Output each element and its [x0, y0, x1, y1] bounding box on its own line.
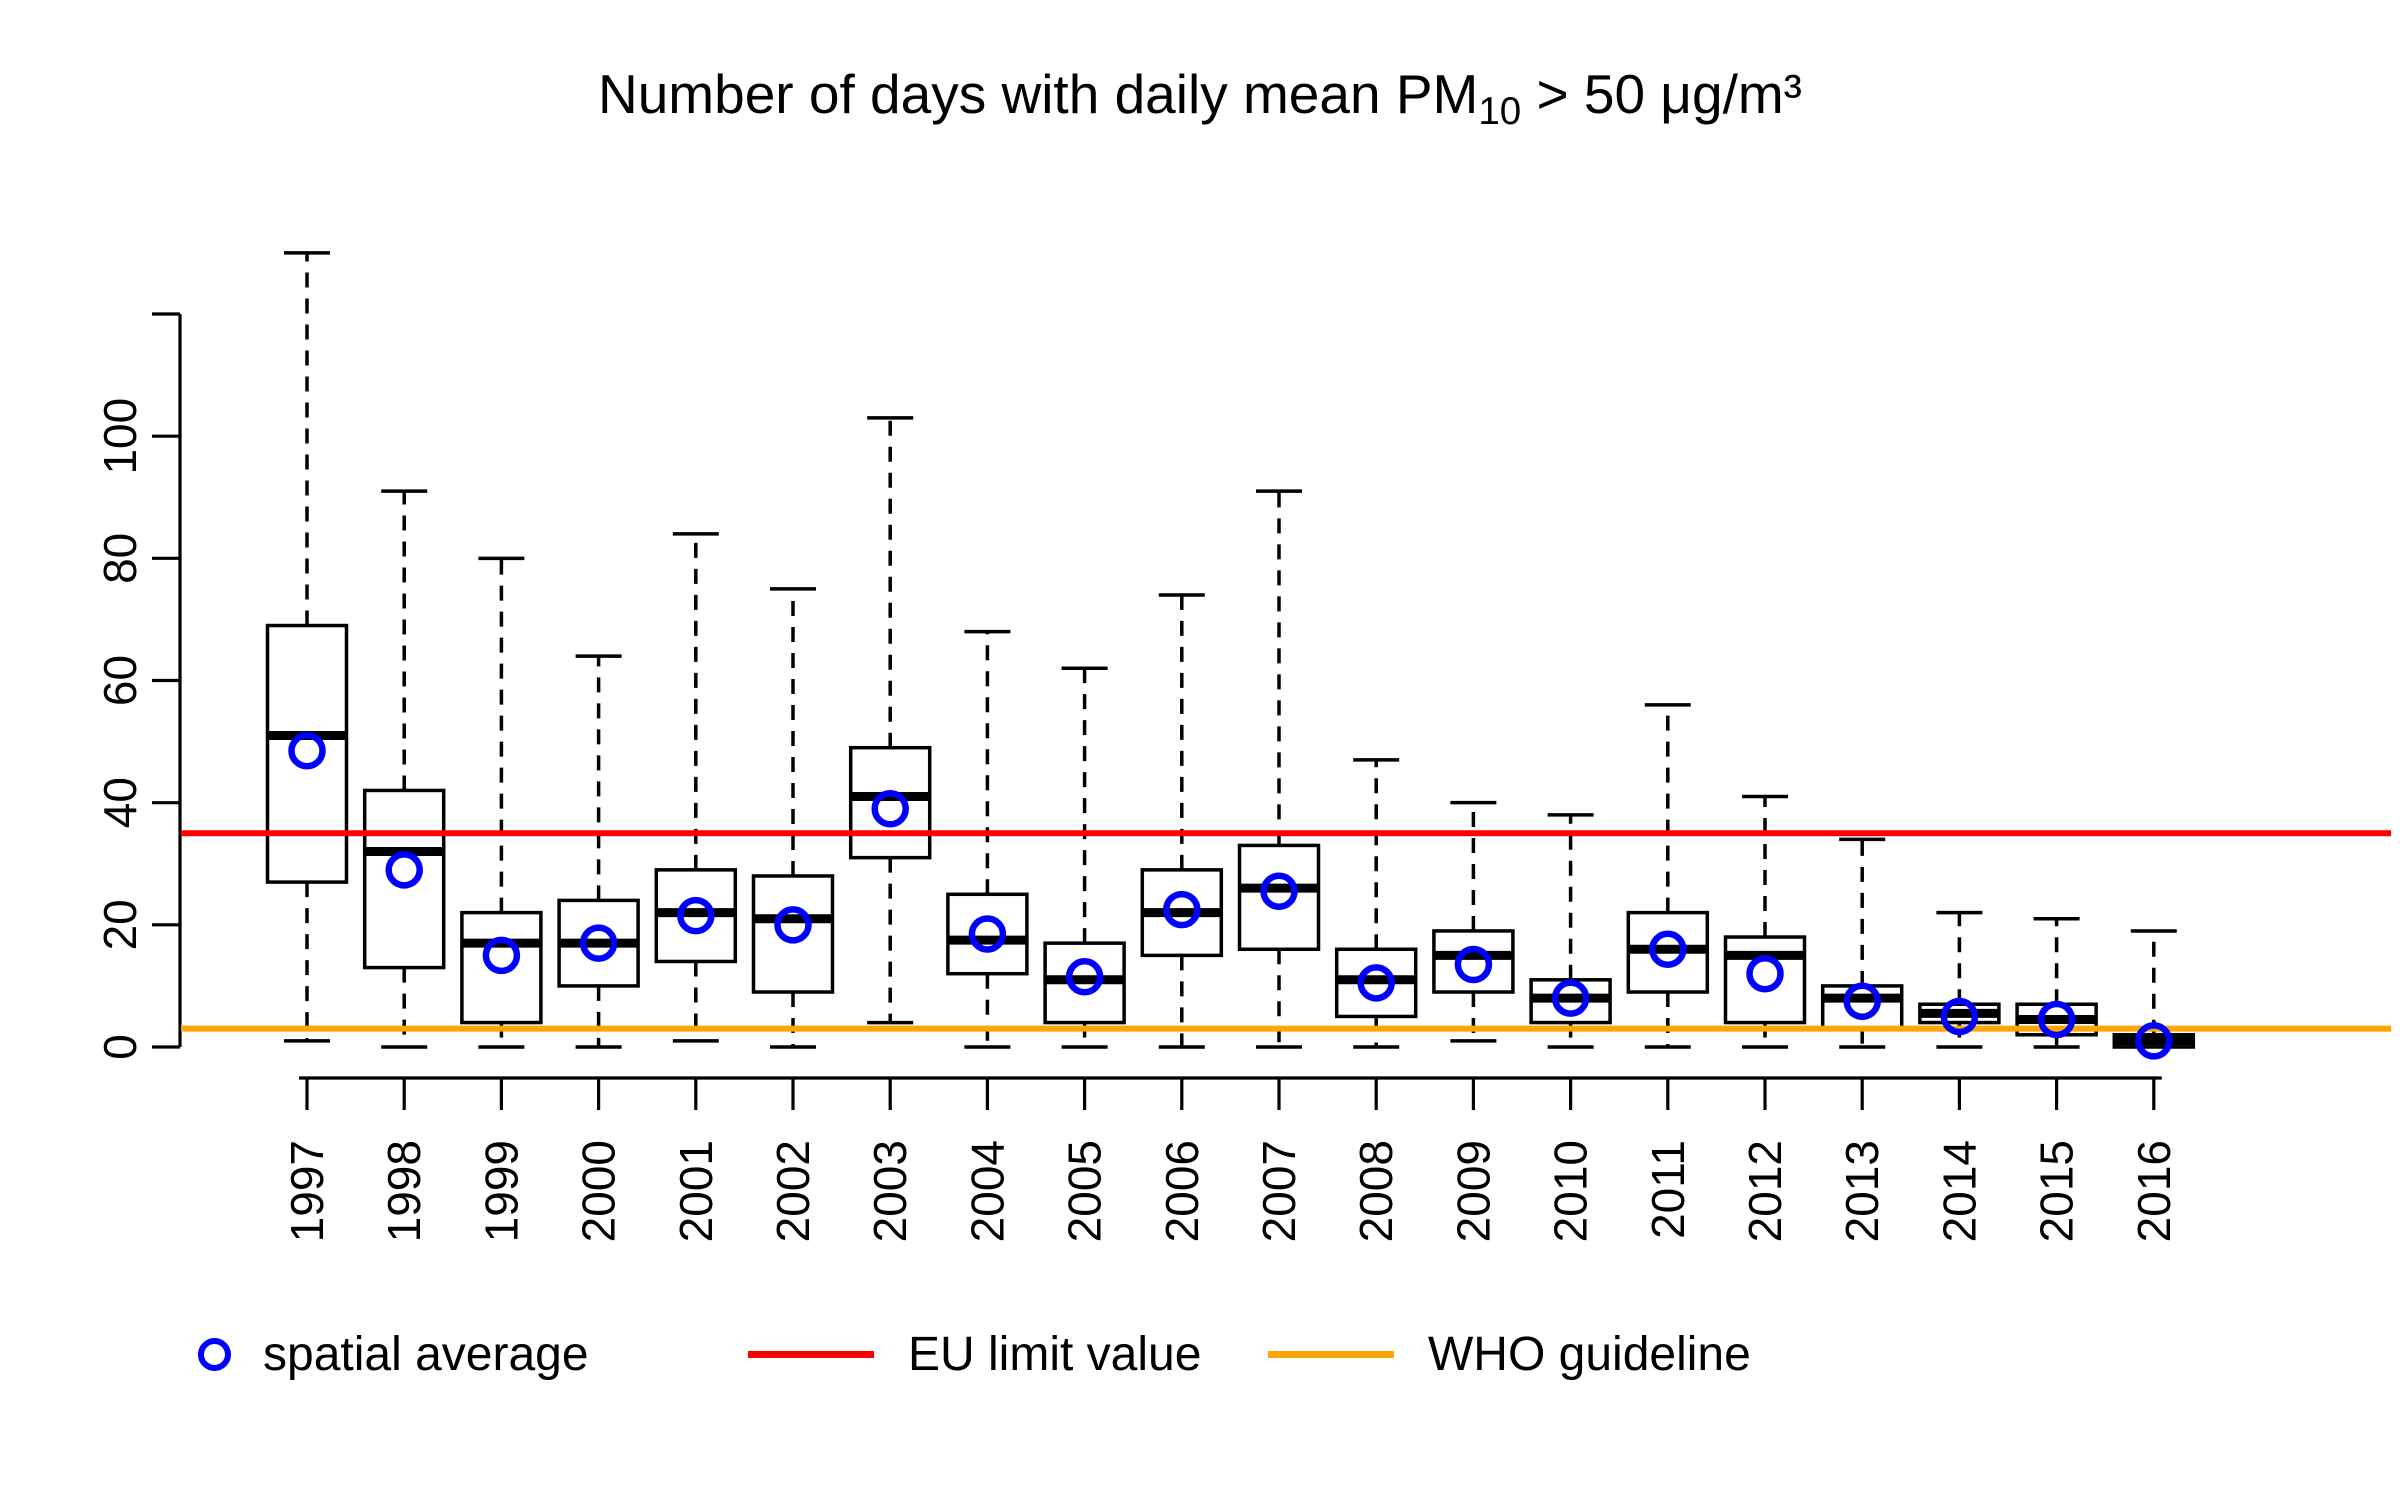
mean-point-2000 [579, 924, 618, 962]
iqr-box [362, 788, 446, 970]
boxplot-2011 [1626, 703, 1710, 1049]
x-axis-tick-label: 2003 [864, 1140, 916, 1242]
x-axis-tick-label: 2014 [1933, 1140, 1985, 1242]
boxplot-1998 [362, 489, 446, 1049]
mean-point-2013 [1843, 982, 1881, 1020]
iqr-box [751, 874, 835, 994]
mean-point-2009 [1454, 945, 1493, 984]
y-axis-tick-label: 100 [94, 398, 146, 475]
mean-point-2007 [1260, 872, 1298, 910]
boxplot-2002 [751, 587, 835, 1049]
legend-item-spatial-average: spatial average [198, 1322, 589, 1386]
x-axis-tick-label: 2010 [1545, 1140, 1597, 1242]
mean-point-2016 [2135, 1022, 2173, 1060]
who-guideline-line-icon [1268, 1350, 1394, 1358]
mean-point-1999 [482, 936, 521, 975]
iqr-box [265, 623, 349, 884]
iqr-box [1820, 984, 1904, 1031]
mean-point-2012 [1746, 954, 1784, 993]
y-axis-tick-label: 0 [94, 1034, 146, 1060]
y-axis-tick-label: 20 [94, 899, 146, 950]
iqr-box [1723, 935, 1807, 1025]
mean-point-2006 [1163, 890, 1201, 929]
mean-point-1997 [288, 731, 326, 770]
x-axis-tick-label: 2000 [573, 1140, 625, 1242]
x-axis-tick-label: 2005 [1059, 1140, 1111, 1242]
chart-title-prefix: Number of days with daily mean PM [597, 63, 1479, 125]
x-axis-tick-label: 2016 [2128, 1140, 2180, 1242]
chart-title: Number of days with daily mean PM10 > 50… [0, 62, 2400, 134]
boxplot-2008 [1334, 758, 1418, 1049]
x-axis-tick-label: 2006 [1156, 1140, 1208, 1242]
x-axis-tick-label: 2015 [2031, 1140, 2083, 1242]
mean-point-1998 [385, 851, 423, 889]
x-axis-tick-label: 2002 [767, 1140, 819, 1242]
boxplot-2013 [1820, 837, 1904, 1049]
boxplot-2000 [557, 654, 640, 1049]
mean-point-2010 [1551, 979, 1590, 1017]
boxplot-2003 [848, 416, 932, 1025]
x-axis-tick-label: 2012 [1739, 1140, 1791, 1242]
legend-item-who-guideline: WHO guideline [1268, 1322, 1751, 1386]
x-axis-tick-label: 1997 [281, 1140, 333, 1242]
chart-title-subscript: 10 [1478, 89, 1522, 133]
mean-point-2002 [774, 906, 812, 944]
boxplot-2006 [1140, 593, 1224, 1049]
x-axis-tick-label: 2009 [1447, 1140, 1499, 1242]
mean-point-2008 [1357, 964, 1395, 1002]
spatial-average-circle-icon [198, 1337, 231, 1371]
mean-point-2001 [677, 896, 715, 935]
chart-title-suffix: > 50 μg/m³ [1521, 63, 1802, 125]
mean-point-2015 [2037, 1000, 2076, 1039]
x-axis-tick-label: 2008 [1350, 1140, 1402, 1242]
x-axis-tick-label: 1999 [475, 1140, 527, 1242]
legend-label-spatial-average: spatial average [263, 1327, 589, 1381]
iqr-box [848, 745, 932, 860]
mean-point-2004 [968, 915, 1007, 953]
iqr-box [460, 910, 543, 1025]
mean-point-2011 [1649, 930, 1687, 969]
x-axis-tick-label: 2007 [1253, 1140, 1305, 1242]
boxplot-2001 [654, 532, 738, 1043]
y-axis-tick-label: 60 [94, 655, 146, 706]
legend-label-who-guideline: WHO guideline [1428, 1327, 1751, 1381]
legend-label-eu-limit: EU limit value [908, 1327, 1202, 1381]
boxplot-1999 [460, 556, 543, 1049]
boxplot-2012 [1723, 794, 1807, 1049]
x-axis-tick-label: 2004 [961, 1140, 1013, 1242]
iqr-box [946, 892, 1029, 976]
x-axis-tick-label: 2013 [1836, 1140, 1888, 1242]
mean-point-2003 [871, 790, 909, 828]
x-axis-tick-label: 2011 [1642, 1140, 1694, 1239]
iqr-box [1237, 843, 1321, 952]
boxplot-2007 [1237, 489, 1321, 1049]
boxplot-2004 [946, 629, 1029, 1049]
boxplot-2016 [2112, 929, 2196, 1049]
x-axis-tick-label: 2001 [670, 1140, 722, 1242]
eu-limit-line-icon [748, 1350, 874, 1358]
boxplot-1997 [265, 251, 349, 1043]
x-axis-tick-label: 1998 [378, 1140, 430, 1242]
y-axis-tick-label: 40 [94, 777, 146, 828]
mean-point-2005 [1065, 958, 1104, 996]
mean-point-2014 [1940, 997, 1979, 1036]
legend-item-eu-limit: EU limit value [748, 1322, 1201, 1386]
boxplot-2005 [1043, 666, 1126, 1049]
boxplot-2009 [1432, 800, 1515, 1043]
y-axis-tick-label: 80 [94, 533, 146, 584]
